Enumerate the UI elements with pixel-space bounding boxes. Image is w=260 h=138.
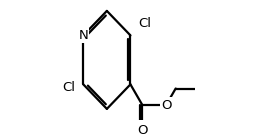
Text: O: O (137, 124, 148, 137)
Text: N: N (79, 29, 88, 42)
Text: Cl: Cl (139, 17, 152, 30)
Text: O: O (161, 99, 171, 112)
Text: Cl: Cl (62, 81, 75, 94)
